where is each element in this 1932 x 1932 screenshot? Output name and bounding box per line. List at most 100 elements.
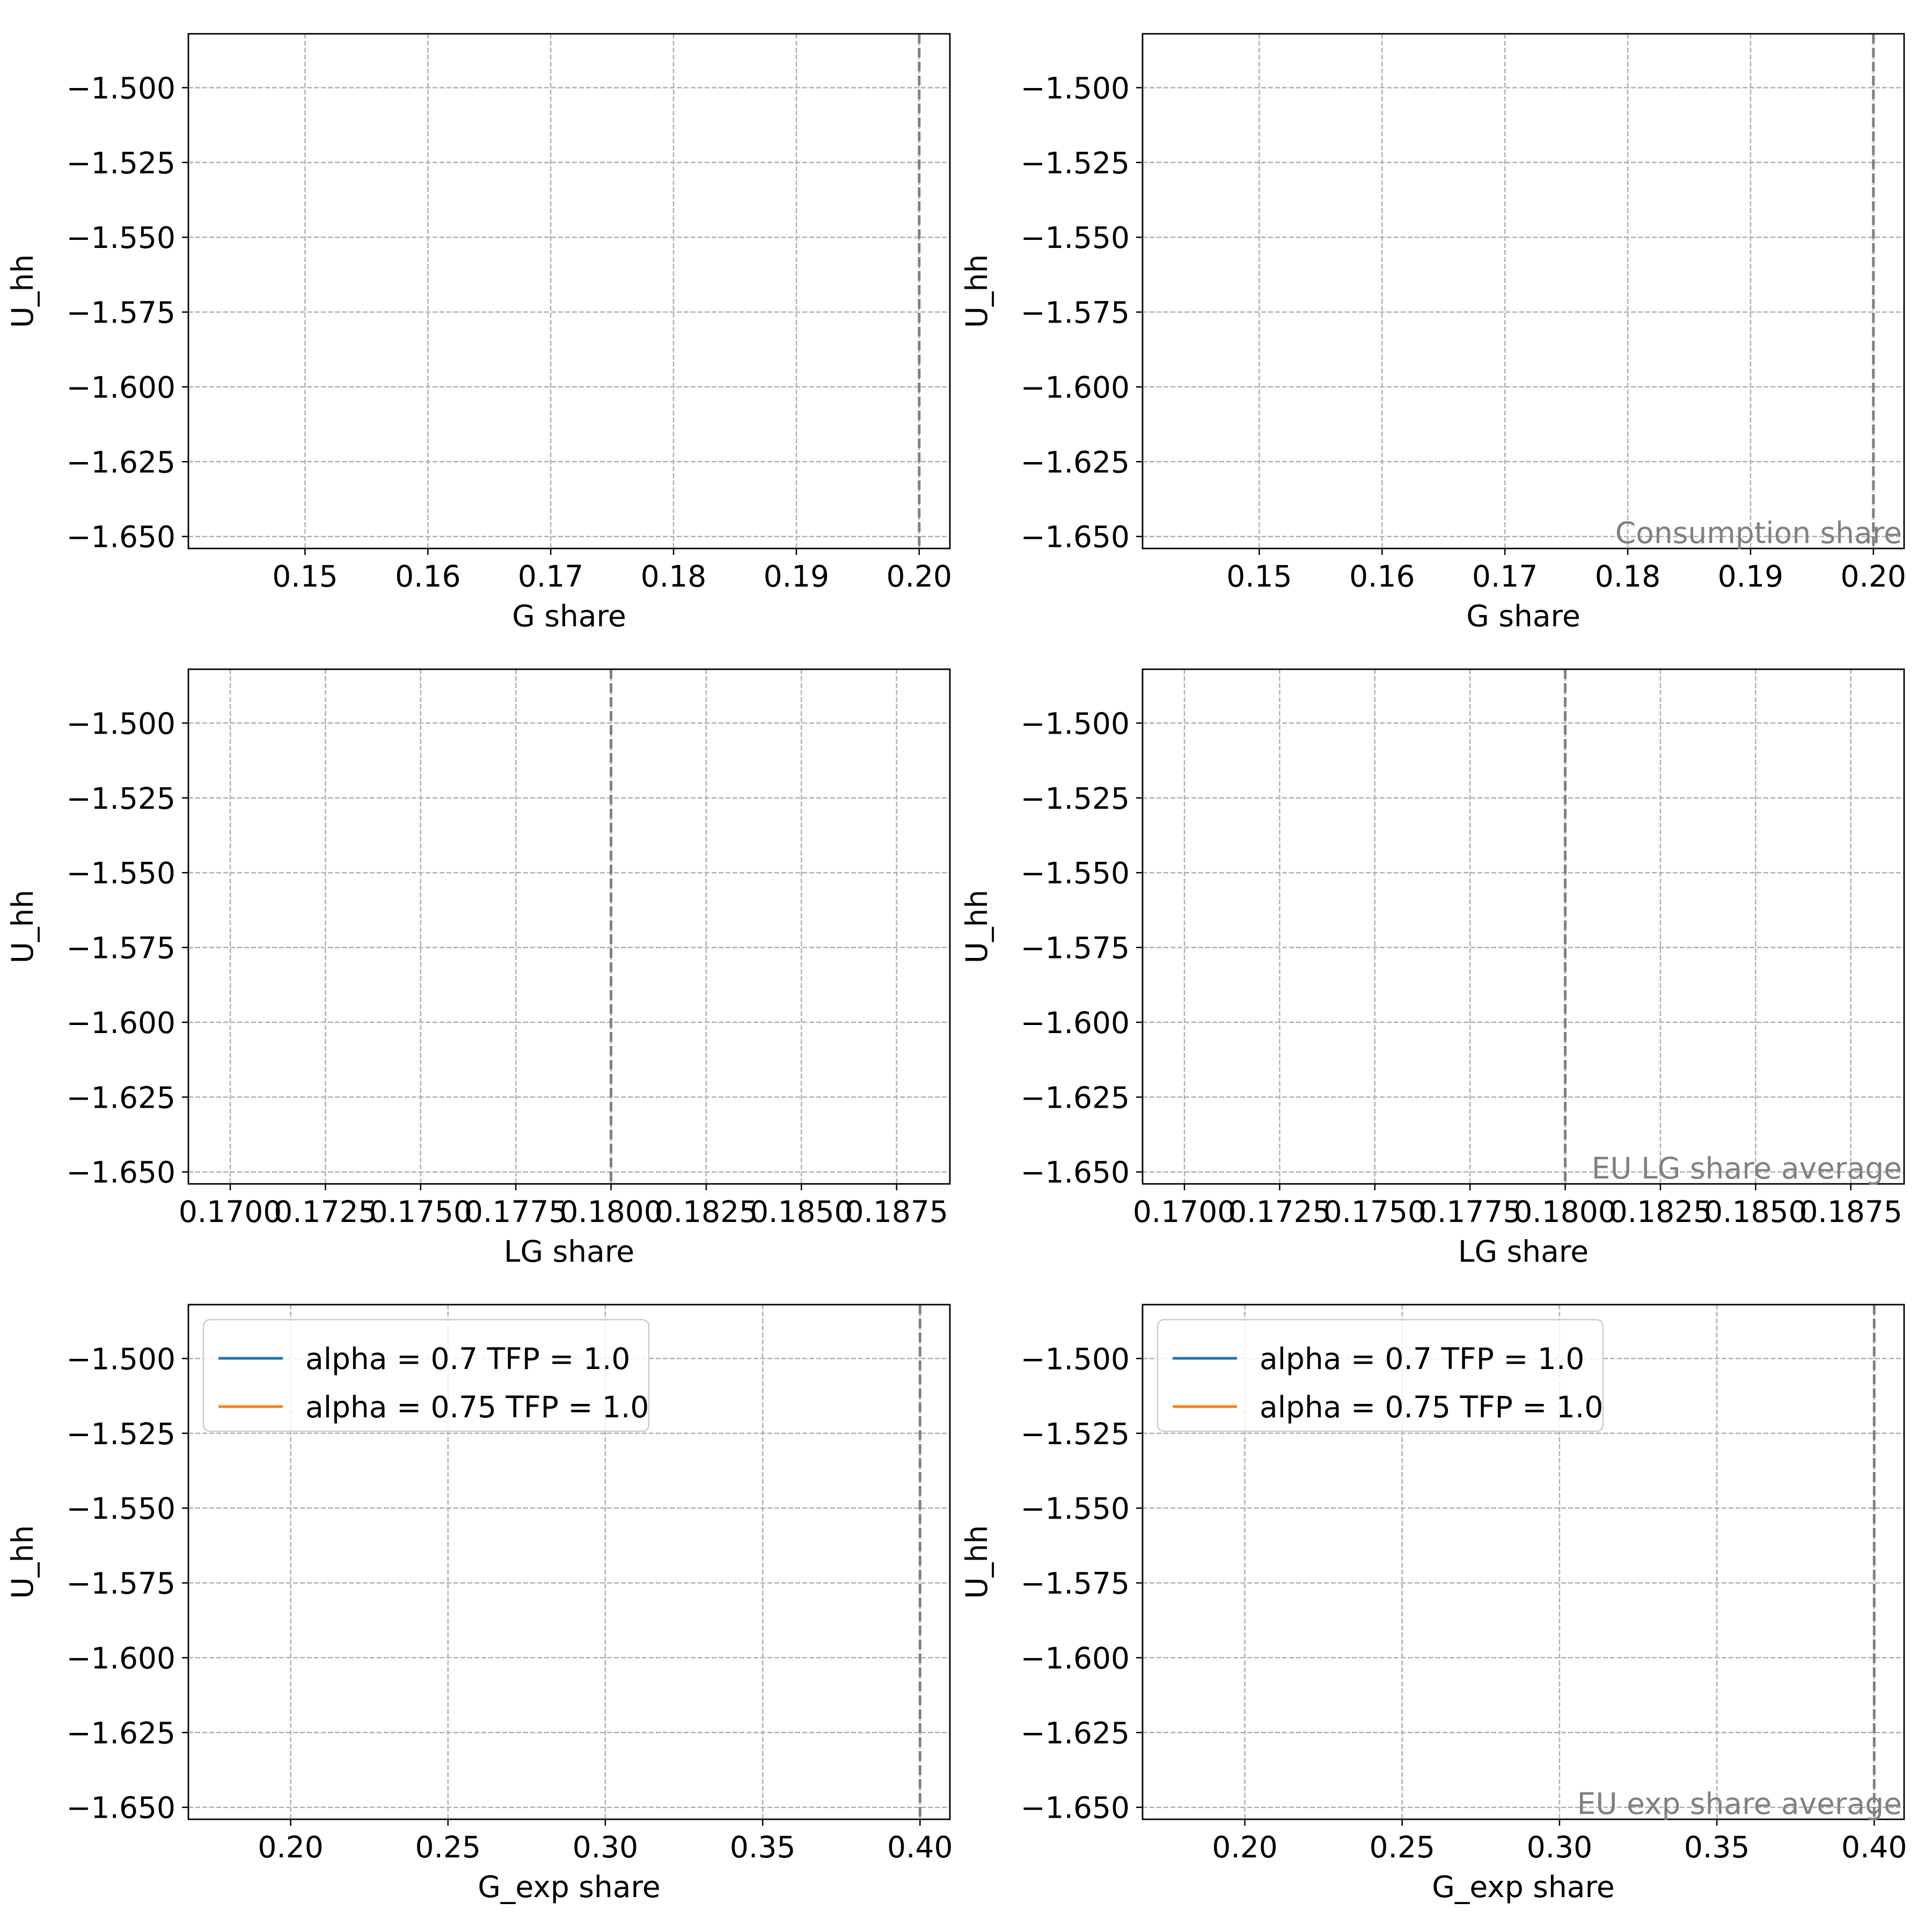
x-tick-label: 0.30 (573, 1830, 638, 1864)
annotation-label: EU exp share average (1577, 1787, 1902, 1821)
y-tick-label: −1.625 (1020, 1080, 1130, 1115)
legend-box (202, 1319, 650, 1432)
y-tick-label: −1.500 (66, 71, 175, 105)
x-tick-label: 0.18 (641, 559, 706, 594)
axes-frame (1141, 1304, 1905, 1820)
y-tick-label: −1.575 (66, 296, 175, 330)
x-tick-label: 0.1750 (369, 1195, 472, 1229)
y-tick-label: −1.550 (66, 1491, 175, 1526)
x-tick-label: 0.1775 (1418, 1195, 1521, 1229)
y-tick-label: −1.575 (66, 1567, 175, 1601)
y-tick-label: −1.525 (66, 146, 175, 180)
y-tick-label: −1.625 (66, 1080, 175, 1115)
y-tick-label: −1.500 (1020, 706, 1130, 741)
x-tick-label: 0.1750 (1323, 1195, 1426, 1229)
subplot-3: 0.17000.17250.17500.17750.18000.18250.18… (5, 668, 951, 1269)
x-tick-label: 0.1850 (1704, 1195, 1807, 1229)
x-axis-label: LG share (1458, 1234, 1589, 1269)
y-tick-label: −1.525 (1020, 781, 1130, 816)
y-tick-label: −1.575 (1020, 931, 1130, 965)
axes-frame (187, 668, 951, 1185)
x-axis-label: G share (512, 599, 626, 633)
axes-frame (1141, 668, 1905, 1185)
x-tick-label: 0.1800 (1513, 1195, 1616, 1229)
y-axis-label: U_hh (960, 254, 994, 328)
y-tick-label: −1.650 (66, 520, 175, 554)
x-axis-label: G_exp share (1432, 1870, 1614, 1904)
x-tick-label: 0.16 (1349, 559, 1415, 594)
subplot-5: 0.20 0.25 0.30 0.35 0.40 −1.500 −1.525 −1.550 −1… (5, 1304, 953, 1904)
x-tick-label: 0.19 (1718, 559, 1783, 594)
y-tick-label: −1.600 (1020, 1006, 1130, 1040)
legend-label: alpha = 0.75 TFP = 1.0 (1260, 1390, 1603, 1424)
x-tick-label: 0.1875 (1799, 1195, 1902, 1229)
x-tick-label: 0.1725 (274, 1195, 377, 1229)
x-tick-label: 0.15 (272, 559, 338, 594)
y-tick-label: −1.550 (1020, 1491, 1130, 1526)
x-tick-label: 0.15 (1226, 559, 1292, 594)
subplot-1: 0.15 0.16 0.17 0.18 0.19 0.20 −1.500 −1.525 −1.5… (5, 33, 952, 633)
y-tick-label: −1.625 (1020, 445, 1130, 479)
x-tick-label: 0.25 (415, 1830, 481, 1864)
annotation-label: EU LG share average (1592, 1151, 1902, 1185)
subplot-4: 0.17000.17250.17500.17750.18000.18250.18… (960, 668, 1905, 1269)
y-tick-label: −1.575 (1020, 1567, 1130, 1601)
y-tick-label: −1.600 (1020, 370, 1130, 405)
y-tick-label: −1.500 (66, 1342, 175, 1376)
y-tick-label: −1.550 (1020, 856, 1130, 890)
legend-label: alpha = 0.75 TFP = 1.0 (305, 1390, 649, 1424)
y-axis-label: U_hh (5, 254, 40, 328)
x-axis-label: G share (1466, 599, 1580, 633)
x-tick-label: 0.1775 (464, 1195, 567, 1229)
y-tick-label: −1.550 (66, 856, 175, 890)
y-tick-label: −1.650 (1020, 1791, 1130, 1825)
x-tick-label: 0.17 (518, 559, 583, 594)
y-tick-label: −1.550 (66, 221, 175, 255)
x-tick-label: 0.1725 (1228, 1195, 1331, 1229)
y-tick-label: −1.600 (66, 1006, 175, 1040)
y-tick-label: −1.525 (66, 781, 175, 816)
x-axis-label: LG share (504, 1234, 634, 1269)
subplot-2: 0.15 0.16 0.17 0.18 0.19 0.20 −1.500 −1.525 −1.5… (960, 33, 1906, 633)
axes-frame (187, 1304, 951, 1820)
y-tick-label: −1.600 (66, 1641, 175, 1675)
x-axis-label: G_exp share (478, 1870, 660, 1904)
y-axis-label: U_hh (960, 890, 994, 963)
x-tick-label: 0.1800 (559, 1195, 662, 1229)
y-tick-label: −1.650 (66, 1155, 175, 1190)
x-tick-label: 0.1850 (750, 1195, 853, 1229)
x-tick-label: 0.1825 (655, 1195, 758, 1229)
x-tick-label: 0.17 (1472, 559, 1538, 594)
y-tick-label: −1.525 (1020, 1417, 1130, 1451)
y-tick-label: −1.600 (66, 370, 175, 405)
x-tick-label: 0.25 (1370, 1830, 1435, 1864)
y-tick-label: −1.600 (1020, 1641, 1130, 1675)
legend-box (1157, 1319, 1604, 1432)
legend: alpha = 0.7 TFP = 1.0 alpha = 0.75 TFP = … (1157, 1319, 1604, 1432)
x-tick-label: 0.35 (1684, 1830, 1750, 1864)
axes-frame (187, 33, 951, 550)
x-tick-label: 0.40 (887, 1830, 953, 1864)
x-tick-label: 0.1825 (1609, 1195, 1712, 1229)
y-tick-label: −1.650 (1020, 1155, 1130, 1190)
legend-label: alpha = 0.7 TFP = 1.0 (1260, 1342, 1584, 1376)
y-tick-label: −1.650 (66, 1791, 175, 1825)
y-tick-label: −1.625 (66, 445, 175, 479)
x-tick-label: 0.20 (1212, 1830, 1277, 1864)
x-tick-label: 0.19 (764, 559, 829, 594)
y-tick-label: −1.550 (1020, 221, 1130, 255)
annotation-label: Consumption share (1615, 516, 1902, 550)
x-tick-label: 0.1875 (845, 1195, 948, 1229)
y-tick-label: −1.575 (1020, 296, 1130, 330)
y-tick-label: −1.525 (66, 1417, 175, 1451)
y-axis-label: U_hh (5, 890, 40, 963)
y-tick-label: −1.625 (66, 1716, 175, 1750)
subplot-6: 0.20 0.25 0.30 0.35 0.40 −1.500 −1.525 −1.550 −1… (960, 1304, 1907, 1904)
x-tick-label: 0.20 (1841, 559, 1906, 594)
y-tick-label: −1.500 (1020, 1342, 1130, 1376)
y-tick-label: −1.500 (1020, 71, 1130, 105)
legend-label: alpha = 0.7 TFP = 1.0 (305, 1342, 630, 1376)
legend: alpha = 0.7 TFP = 1.0 alpha = 0.75 TFP = … (202, 1319, 650, 1432)
x-tick-label: 0.20 (887, 559, 952, 594)
